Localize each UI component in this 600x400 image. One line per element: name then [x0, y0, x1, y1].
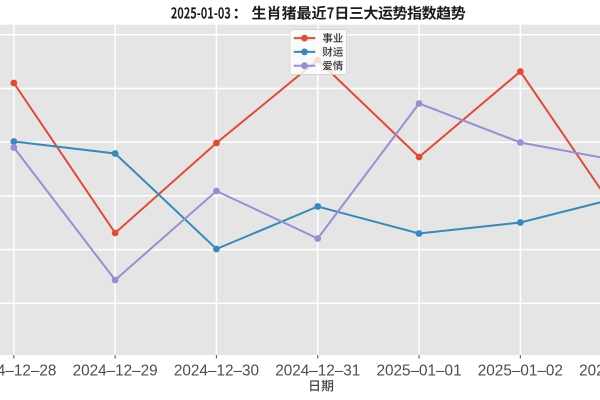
svg-text:2024–12–28: 2024–12–28 [0, 363, 56, 380]
svg-text:2025–01–03: 2025–01–03 [579, 363, 600, 380]
svg-text:2024–12–29: 2024–12–29 [73, 363, 158, 380]
svg-text:2025–01–01: 2025–01–01 [377, 363, 462, 380]
svg-text:2024–12–31: 2024–12–31 [275, 363, 360, 380]
svg-text:2024–12–30: 2024–12–30 [174, 363, 259, 380]
svg-text:2025–01–02: 2025–01–02 [478, 363, 563, 380]
